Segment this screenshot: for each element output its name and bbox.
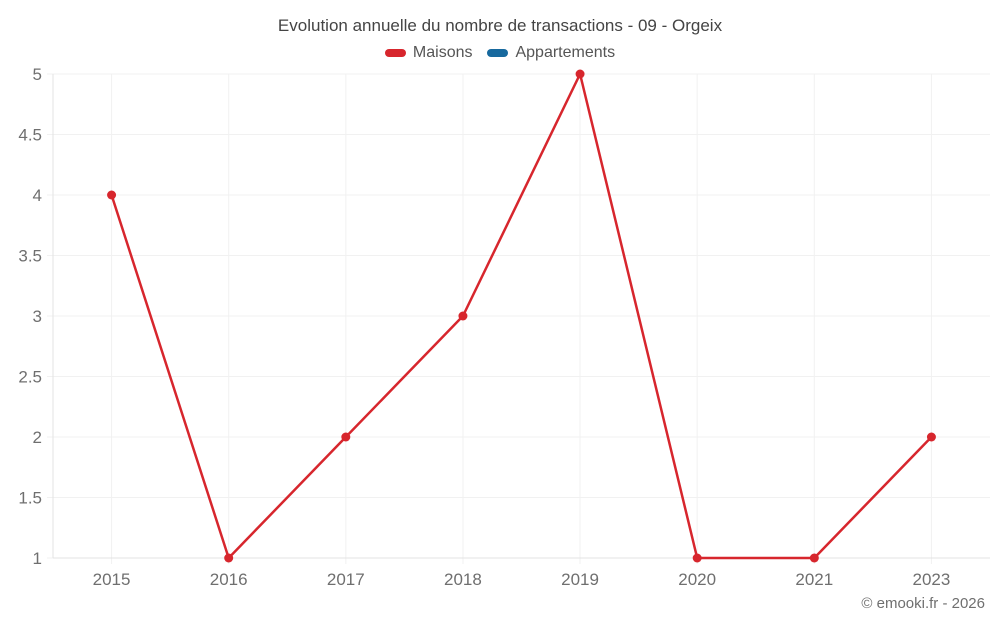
data-point-maisons-2016[interactable] <box>224 553 234 563</box>
data-point-maisons-2017[interactable] <box>341 432 351 442</box>
y-tick-label: 4.5 <box>18 126 42 145</box>
copyright-watermark: © emooki.fr - 2026 <box>861 595 985 612</box>
x-tick-label: 2017 <box>327 570 365 589</box>
y-tick-label: 4 <box>33 186 42 205</box>
x-tick-label: 2016 <box>210 570 248 589</box>
legend-label-maisons: Maisons <box>412 44 473 61</box>
data-point-maisons-2020[interactable] <box>692 553 702 563</box>
x-tick-label: 2015 <box>93 570 131 589</box>
data-point-maisons-2015[interactable] <box>107 190 117 200</box>
data-point-maisons-2019[interactable] <box>575 69 585 79</box>
legend-label-appartements: Appartements <box>515 44 616 61</box>
y-tick-label: 3.5 <box>18 247 42 266</box>
y-tick-label: 2 <box>33 428 42 447</box>
data-point-maisons-2018[interactable] <box>458 311 468 321</box>
x-tick-label: 2021 <box>795 570 833 589</box>
y-tick-label: 2.5 <box>18 368 42 387</box>
y-tick-label: 5 <box>33 65 42 84</box>
y-tick-label: 3 <box>33 307 42 326</box>
legend-swatch-maisons <box>384 49 406 57</box>
x-tick-label: 2020 <box>678 570 716 589</box>
x-tick-label: 2019 <box>561 570 599 589</box>
chart-title: Evolution annuelle du nombre de transact… <box>277 16 723 35</box>
legend-swatch-appartements <box>487 49 509 57</box>
y-tick-label: 1.5 <box>18 489 42 508</box>
data-point-maisons-2023[interactable] <box>926 432 936 442</box>
data-point-maisons-2021[interactable] <box>809 553 819 563</box>
legend: Maisons Appartements <box>0 44 1000 62</box>
legend-item-maisons[interactable]: Maisons <box>384 44 473 62</box>
x-tick-label: 2018 <box>444 570 482 589</box>
y-tick-label: 1 <box>33 549 42 568</box>
legend-item-appartements[interactable]: Appartements <box>487 44 615 62</box>
x-tick-label: 2023 <box>913 570 951 589</box>
series-line-maisons <box>110 72 933 560</box>
